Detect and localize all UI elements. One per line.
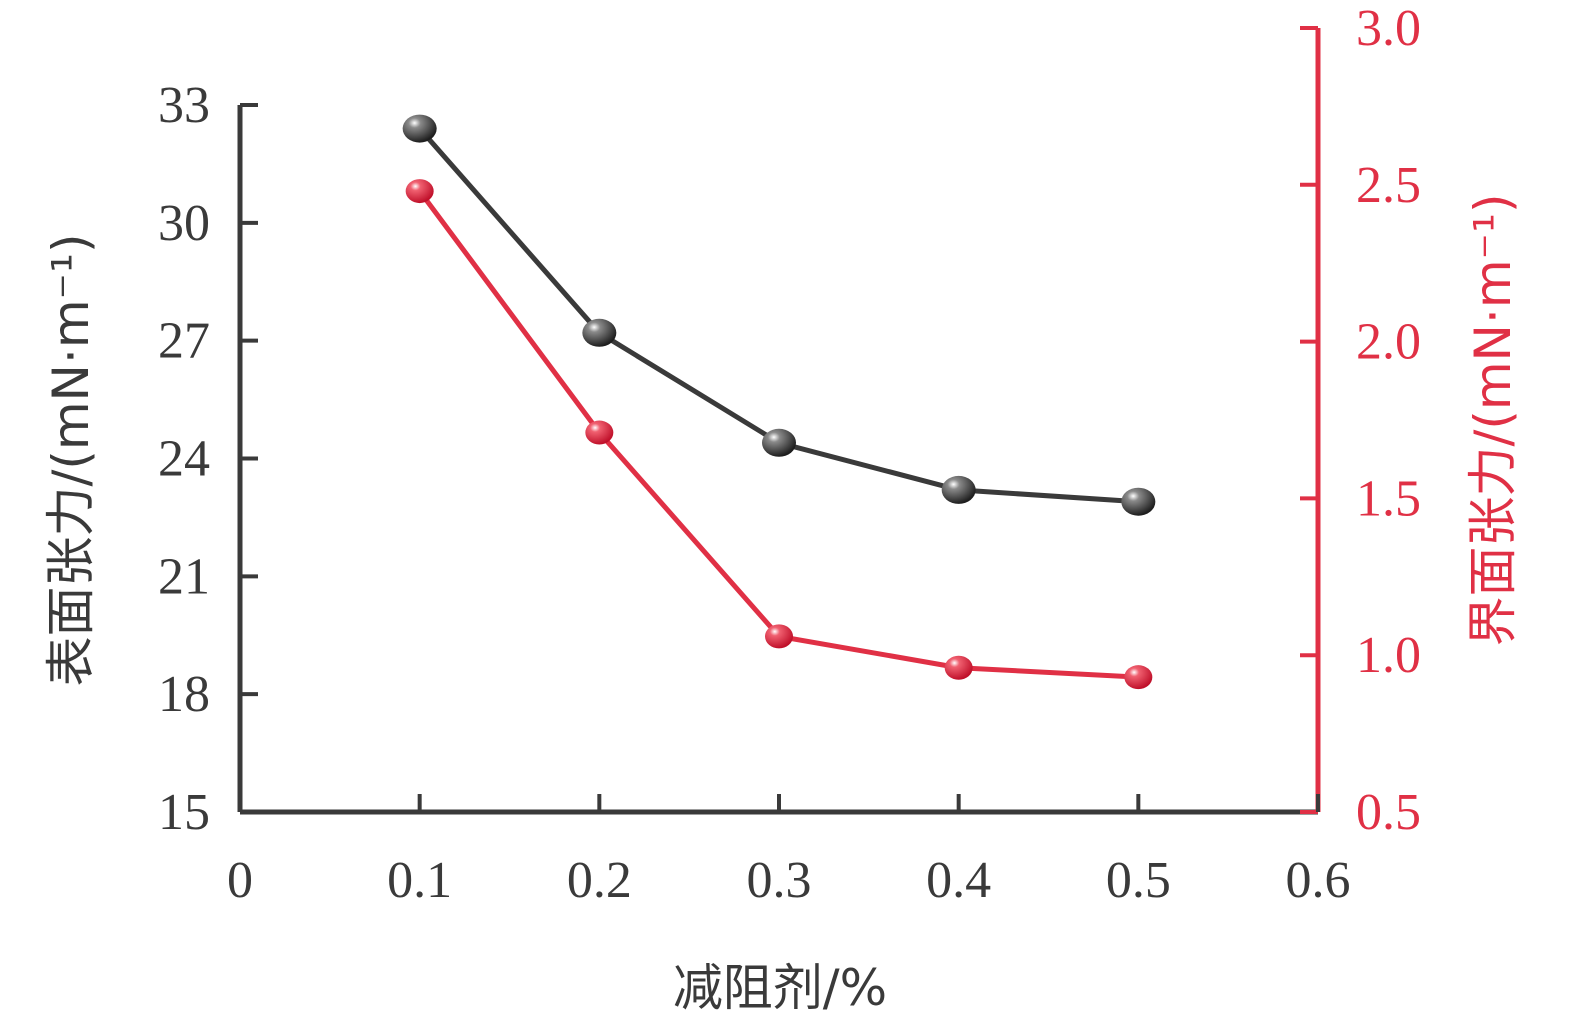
x-tick-label-1: 0.1 [387, 852, 452, 909]
x-tick-label-3: 0.3 [747, 852, 812, 909]
series-right-point-4 [1124, 665, 1153, 690]
y-left-tick-label-3: 24 [158, 431, 210, 488]
axes [237, 26, 1321, 815]
y-left-tick-label-1: 18 [158, 666, 210, 723]
y-right-tick-label-1: 1.0 [1356, 627, 1421, 684]
x-tick-label-5: 0.5 [1106, 852, 1171, 909]
y-right-axis-title: 界面张力/(mN·m⁻¹) [1464, 193, 1522, 646]
y-left-tick-label-2: 21 [158, 548, 210, 605]
series-right-point-0 [405, 179, 434, 204]
x-tick-label-6: 0.6 [1286, 852, 1351, 909]
y-right-tick-label-2: 1.5 [1356, 470, 1421, 527]
y-right-tick-label-3: 2.0 [1356, 314, 1421, 371]
series-left-point-2 [762, 428, 796, 457]
y-right-tick-label-4: 2.5 [1356, 157, 1421, 214]
x-axis-title: 减阻剂/% [673, 959, 887, 1017]
series-markers [402, 114, 1156, 690]
series-left-point-3 [941, 475, 976, 504]
x-tick-label-2: 0.2 [567, 852, 632, 909]
y-right-tick-label-5: 3.0 [1356, 0, 1421, 57]
tick-labels: 15 18 21 24 27 30 33 0.5 1.0 1.5 2.0 2.5 3.0 0 0.1 0.2 0… [158, 0, 1421, 909]
series-right-point-3 [944, 655, 973, 680]
y-left-tick-label-4: 27 [158, 313, 210, 370]
series-left-point-1 [582, 318, 617, 347]
y-right-tick-label-0: 0.5 [1356, 784, 1421, 841]
x-tick-label-0: 0 [227, 852, 253, 909]
series-right-point-1 [585, 420, 614, 445]
series-right-point-2 [765, 624, 793, 649]
y-left-tick-label-5: 30 [158, 195, 210, 252]
y-left-tick-label-0: 15 [158, 784, 210, 841]
series-lines [417, 126, 1139, 680]
x-tick-label-4: 0.4 [926, 852, 991, 909]
y-left-axis-title: 表面张力/(mN·m⁻¹) [42, 233, 100, 686]
y-left-tick-label-6: 33 [158, 77, 210, 134]
series-left-point-4 [1121, 487, 1156, 516]
series-left-point-0 [402, 114, 437, 143]
